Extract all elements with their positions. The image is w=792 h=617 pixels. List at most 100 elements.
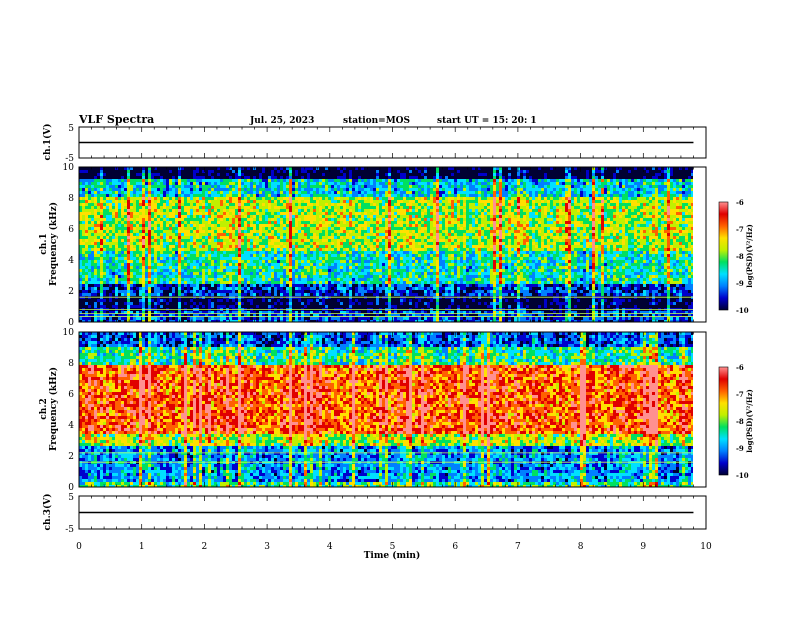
spectrogram-cell xyxy=(229,296,232,299)
spectrogram-cell xyxy=(316,215,319,218)
spectrogram-cell xyxy=(106,194,109,197)
spectrogram-cell xyxy=(124,203,127,206)
spectrogram-cell xyxy=(184,206,187,209)
spectrogram-cell xyxy=(106,212,109,215)
spectrogram-cell xyxy=(262,254,265,257)
spectrogram-cell xyxy=(352,305,355,308)
spectrogram-cell xyxy=(112,251,115,254)
spectrogram-cell xyxy=(235,170,238,173)
spectrogram-cell xyxy=(196,293,199,296)
spectrogram-cell xyxy=(199,212,202,215)
spectrogram-cell xyxy=(241,251,244,254)
spectrogram-cell xyxy=(307,254,310,257)
spectrogram-cell xyxy=(283,305,286,308)
spectrogram-cell xyxy=(217,206,220,209)
spectrogram-cell xyxy=(253,200,256,203)
spectrogram-cell xyxy=(346,287,349,290)
spectrogram-cell xyxy=(154,251,157,254)
spectrogram-cell xyxy=(187,173,190,176)
spectrogram-cell xyxy=(307,176,310,179)
spectrogram-cell xyxy=(301,290,304,293)
spectrogram-cell xyxy=(202,191,205,194)
spectrogram-cell xyxy=(127,260,130,263)
spectrogram-cell xyxy=(199,209,202,212)
spectrogram-cell xyxy=(142,263,145,266)
spectrogram-cell xyxy=(169,245,172,248)
spectrogram-cell xyxy=(337,245,340,248)
spectrogram-cell xyxy=(361,209,364,212)
spectrogram-cell xyxy=(175,275,178,278)
spectrogram-cell xyxy=(181,215,184,218)
spectrogram-cell xyxy=(142,266,145,269)
spectrogram-cell xyxy=(304,299,307,302)
spectrogram-cell xyxy=(205,281,208,284)
spectrogram-cell xyxy=(118,281,121,284)
spectrogram-cell xyxy=(310,278,313,281)
spectrogram-cell xyxy=(112,185,115,188)
spectrogram-cell xyxy=(241,248,244,251)
spectrogram-cell xyxy=(247,182,250,185)
spectrogram-cell xyxy=(151,188,154,191)
spectrogram-cell xyxy=(337,197,340,200)
spectrogram-cell xyxy=(142,269,145,272)
spectrogram-cell xyxy=(331,236,334,239)
spectrogram-cell xyxy=(325,215,328,218)
spectrogram-cell xyxy=(301,233,304,236)
spectrogram-cell xyxy=(124,212,127,215)
spectrogram-cell xyxy=(328,182,331,185)
spectrogram-cell xyxy=(340,173,343,176)
spectrogram-cell xyxy=(307,215,310,218)
spectrogram-cell xyxy=(265,194,268,197)
spectrogram-cell xyxy=(160,296,163,299)
spectrogram-cell xyxy=(94,170,97,173)
spectrogram-cell xyxy=(208,197,211,200)
spectrogram-cell xyxy=(133,209,136,212)
spectrogram-cell xyxy=(109,278,112,281)
spectrogram-cell xyxy=(169,206,172,209)
spectrogram-cell xyxy=(106,206,109,209)
spectrogram-cell xyxy=(97,266,100,269)
spectrogram-cell xyxy=(358,185,361,188)
spectrogram-cell xyxy=(103,257,106,260)
spectrogram-cell xyxy=(178,197,181,200)
spectrogram-cell xyxy=(202,260,205,263)
spectrogram-cell xyxy=(169,200,172,203)
spectrogram-cell xyxy=(202,194,205,197)
spectrogram-cell xyxy=(166,248,169,251)
spectrogram-cell xyxy=(238,212,241,215)
spectrogram-cell xyxy=(178,254,181,257)
spectrogram-cell xyxy=(166,191,169,194)
spectrogram-cell xyxy=(253,179,256,182)
spectrogram-cell xyxy=(163,293,166,296)
spectrogram-cell xyxy=(133,305,136,308)
spectrogram-cell xyxy=(169,212,172,215)
spectrogram-cell xyxy=(121,284,124,287)
spectrogram-cell xyxy=(220,251,223,254)
spectrogram-cell xyxy=(229,278,232,281)
spectrogram-cell xyxy=(271,284,274,287)
spectrogram-cell xyxy=(262,233,265,236)
spectrogram-cell xyxy=(250,200,253,203)
spectrogram-cell xyxy=(115,248,118,251)
spectrogram-cell xyxy=(325,293,328,296)
spectrogram-cell xyxy=(358,206,361,209)
spectrogram-cell xyxy=(283,281,286,284)
spectrogram-cell xyxy=(148,242,151,245)
spectrogram-cell xyxy=(205,260,208,263)
spectrogram-cell xyxy=(235,188,238,191)
spectrogram-cell xyxy=(313,290,316,293)
spectrogram-cell xyxy=(175,284,178,287)
spectrogram-cell xyxy=(163,242,166,245)
spectrogram-cell xyxy=(280,281,283,284)
spectrogram-cell xyxy=(361,218,364,221)
spectrogram-cell xyxy=(121,233,124,236)
spectrogram-cell xyxy=(307,248,310,251)
spectrogram-cell xyxy=(271,266,274,269)
spectrogram-cell xyxy=(262,284,265,287)
spectrogram-cell xyxy=(280,251,283,254)
spectrogram-cell xyxy=(328,194,331,197)
spectrogram-cell xyxy=(238,272,241,275)
spectrogram-cell xyxy=(109,236,112,239)
spectrogram-cell xyxy=(172,290,175,293)
spectrogram-cell xyxy=(190,299,193,302)
